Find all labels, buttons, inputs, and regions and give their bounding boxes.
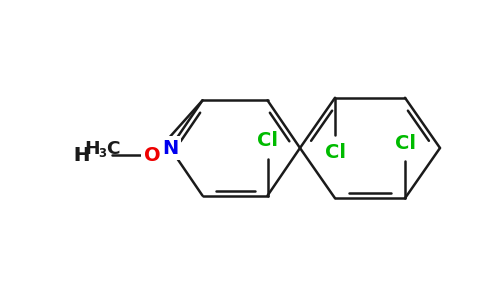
Text: N: N bbox=[162, 139, 178, 158]
Text: C: C bbox=[106, 140, 120, 158]
Text: Cl: Cl bbox=[394, 134, 415, 153]
Text: 3: 3 bbox=[99, 147, 106, 161]
Text: O: O bbox=[144, 146, 161, 165]
Text: H: H bbox=[73, 146, 90, 165]
Text: H: H bbox=[73, 146, 90, 165]
Text: Cl: Cl bbox=[324, 143, 346, 162]
Text: Cl: Cl bbox=[257, 131, 278, 150]
Text: H: H bbox=[85, 140, 100, 158]
